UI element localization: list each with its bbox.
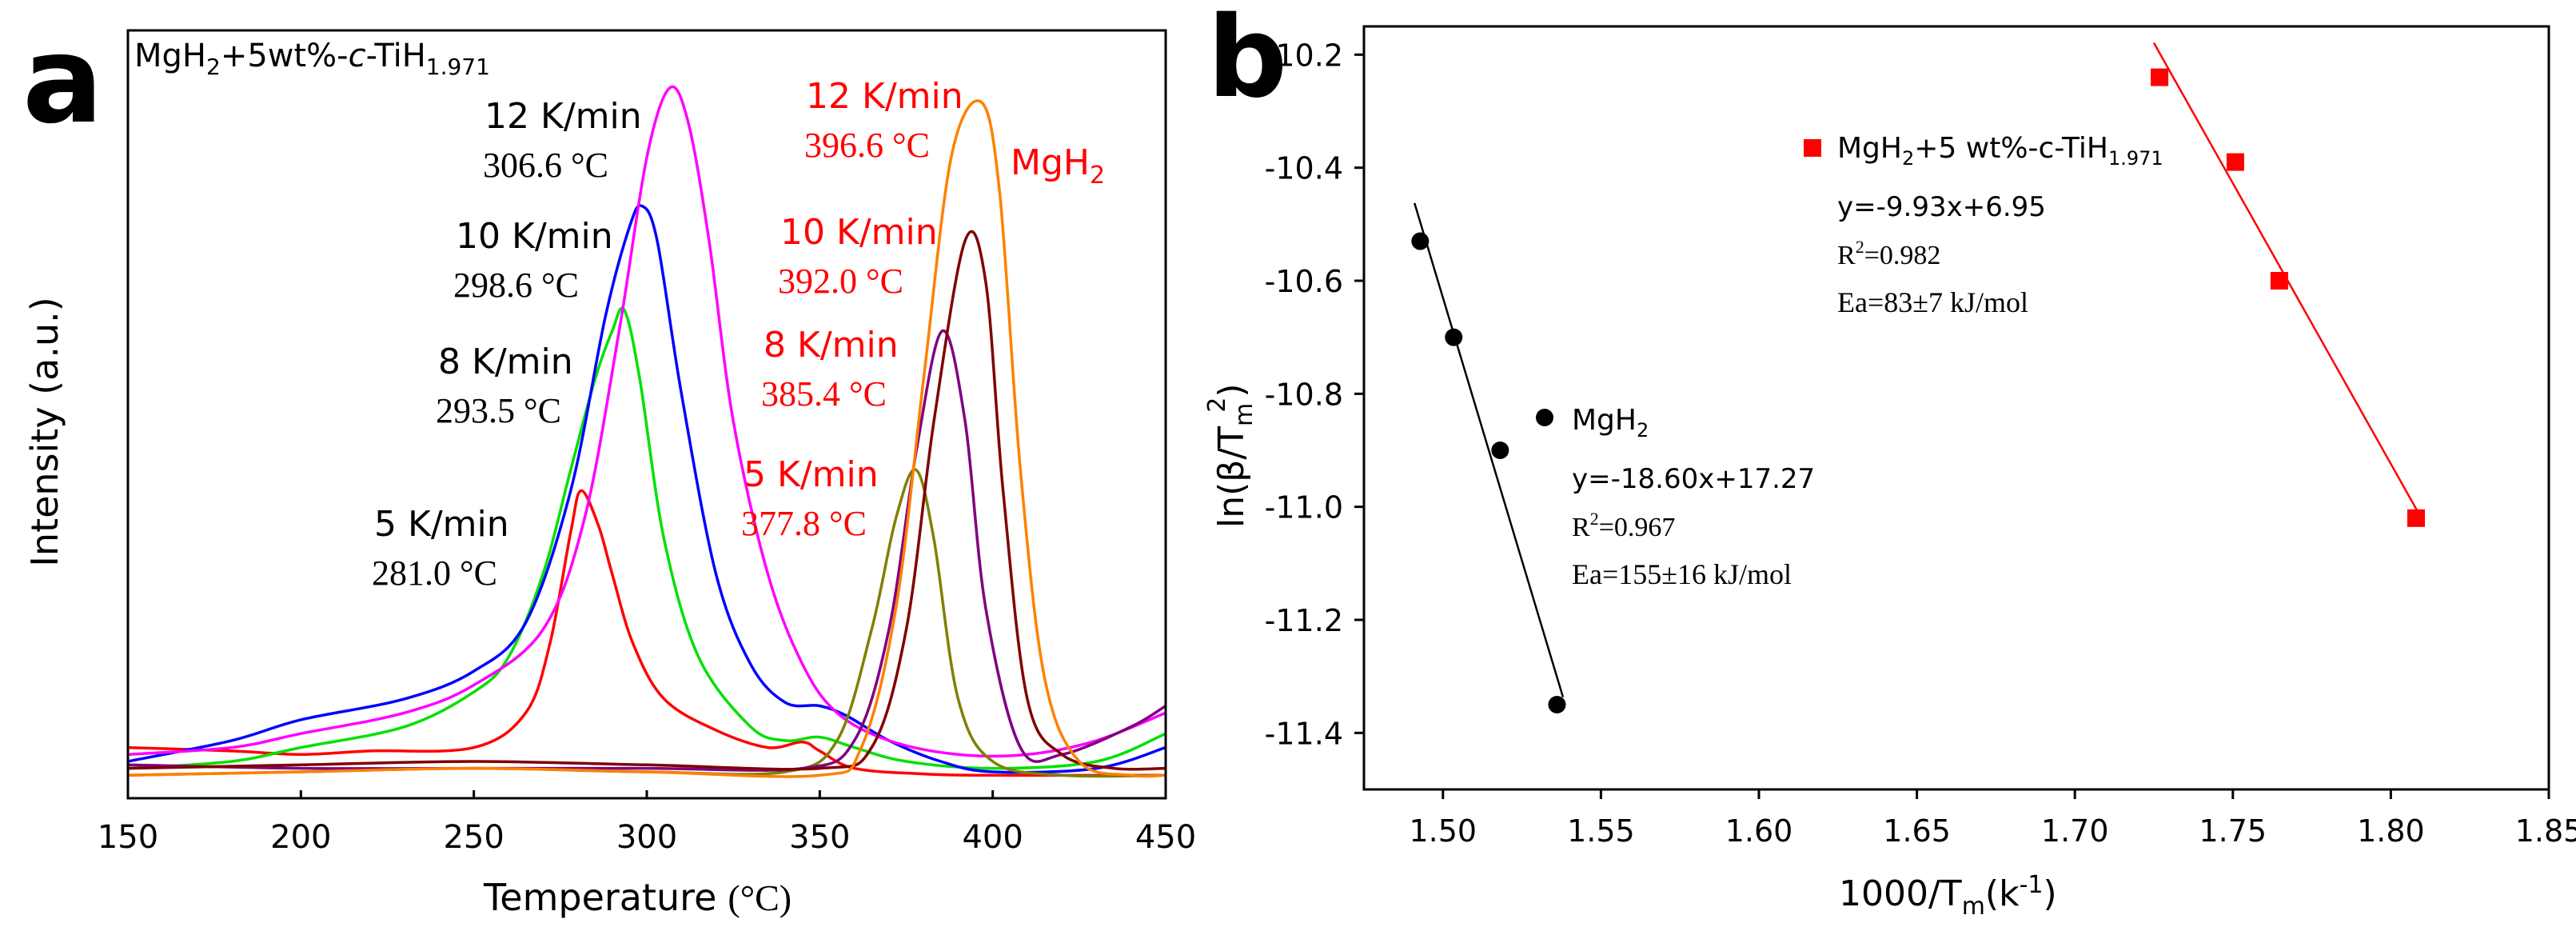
b-y-tick-label--10.4: -10.4 — [1265, 151, 1343, 186]
panel-a-letter: a — [22, 11, 103, 150]
panel-b-y-label: ln(β/Tm2) — [1203, 383, 1258, 528]
annotation-rate-10-mgh2: 10 K/min — [780, 212, 938, 253]
curve-0 — [127, 489, 1166, 777]
panel-a: a 150 200 250 300 350 400 450 MgH2+5wt%-c-TiH1… — [22, 11, 1196, 919]
legend-marker-mgh2 — [1536, 409, 1553, 426]
b-x-tick-label-1.55: 1.55 — [1567, 813, 1635, 849]
annotation-rate-8-composite: 8 K/min — [438, 342, 573, 382]
panel-b-letter: b — [1207, 0, 1287, 123]
legend-label-composite: MgH2+5 wt%-c-TiH1.971 — [1837, 132, 2163, 170]
b-y-tick-label--10.6: -10.6 — [1265, 264, 1343, 299]
annotation-temp-8-mgh2: 385.4 °C — [761, 374, 887, 414]
annotation-temp-10-mgh2: 392.0 °C — [778, 262, 903, 301]
b-x-tick-label-1.7: 1.70 — [2041, 813, 2109, 849]
b-x-tick-label-1.8: 1.80 — [2357, 813, 2425, 849]
annotation-temp-10-composite: 298.6 °C — [453, 266, 579, 305]
x-tick-label-250: 250 — [443, 819, 504, 856]
fit-r2-mgh2: R2=0.967 — [1572, 509, 1675, 542]
x-tick-label-400: 400 — [962, 819, 1023, 856]
curve-4 — [127, 468, 1166, 778]
point-1-0 — [2151, 68, 2169, 86]
panel-b-x-label: 1000/Tm(k-1) — [1839, 871, 2057, 921]
x-tick-label-200: 200 — [270, 819, 331, 856]
x-tick-label-350: 350 — [789, 819, 850, 856]
annotation-rate-8-mgh2: 8 K/min — [764, 325, 899, 366]
x-tick-label-150: 150 — [98, 819, 158, 856]
panel-a-x-label: Temperature (°C) — [483, 876, 792, 919]
panel-b: b 1.50 1.55 1.60 1.65 1.70 1.75 1.80 1.85 -11.4 -… — [1203, 0, 2576, 921]
panel-b-ticks: 1.50 1.55 1.60 1.65 1.70 1.75 1.80 1.85 -11.4 -11… — [1265, 38, 2576, 849]
b-x-tick-label-1.85: 1.85 — [2515, 813, 2576, 849]
legend-label-mgh2: MgH2 — [1572, 404, 1649, 442]
panel-a-y-label: Intensity (a.u.) — [23, 297, 66, 566]
activation-energy-composite: Ea=83±7 kJ/mol — [1837, 286, 2028, 318]
fit-equation-composite: y=-9.93x+6.95 — [1837, 191, 2046, 223]
point-0-1 — [1445, 328, 1463, 346]
fit-equation-mgh2: y=-18.60x+17.27 — [1572, 463, 1815, 495]
point-0-0 — [1411, 232, 1430, 250]
curve-1 — [127, 306, 1166, 770]
fit-line-1 — [2152, 42, 2424, 521]
b-x-tick-label-1.6: 1.60 — [1725, 813, 1793, 849]
point-0-2 — [1491, 442, 1509, 459]
fit-r2-composite: R2=0.982 — [1837, 237, 1940, 270]
annotation-temp-12-composite: 306.6 °C — [483, 146, 608, 185]
annotation-rate-12-mgh2: 12 K/min — [806, 76, 963, 117]
curve-2 — [127, 204, 1166, 774]
curve-6 — [127, 230, 1166, 771]
b-x-tick-label-1.65: 1.65 — [1883, 813, 1951, 849]
panel-b-axes-frame — [1362, 25, 2550, 791]
annotation-temp-5-composite: 281.0 °C — [372, 553, 497, 593]
annotation-temp-8-composite: 293.5 °C — [436, 391, 561, 430]
fit-line-0 — [1414, 202, 1565, 698]
panel-b-points — [1411, 68, 2426, 713]
b-y-tick-label--11.2: -11.2 — [1265, 603, 1343, 638]
b-x-tick-label-1.5: 1.50 — [1409, 813, 1477, 849]
b-y-tick-label--11: -11.0 — [1265, 490, 1343, 525]
annotation-rate-5-mgh2: 5 K/min — [744, 454, 879, 495]
panel-b-fit-lines — [1414, 42, 2424, 698]
activation-energy-mgh2: Ea=155±16 kJ/mol — [1572, 558, 1792, 590]
legend-marker-composite — [1804, 139, 1821, 157]
x-tick-label-300: 300 — [616, 819, 677, 856]
b-y-tick-label--11.4: -11.4 — [1265, 716, 1343, 751]
annotation-rate-12-composite: 12 K/min — [484, 96, 642, 137]
panel-a-curves — [127, 85, 1166, 778]
b-x-tick-label-1.75: 1.75 — [2199, 813, 2267, 849]
point-1-3 — [2407, 509, 2426, 527]
point-0-3 — [1548, 696, 1566, 713]
annotation-rate-5-composite: 5 K/min — [374, 504, 509, 545]
b-y-tick-label--10.8: -10.8 — [1265, 377, 1343, 412]
annotation-rate-10-composite: 10 K/min — [456, 216, 613, 257]
point-1-2 — [2270, 272, 2288, 290]
annotation-temp-5-mgh2: 377.8 °C — [741, 504, 867, 543]
x-tick-label-450: 450 — [1135, 819, 1196, 856]
curve-7 — [127, 99, 1166, 778]
point-1-1 — [2226, 153, 2244, 171]
curve-3 — [127, 85, 1166, 758]
b-y-tick-label--10.2: -10.2 — [1265, 38, 1343, 73]
panel-a-title: MgH2+5wt%-c-TiH1.971 — [134, 38, 490, 80]
mgh2-label: MgH2 — [1011, 142, 1105, 190]
annotation-temp-12-mgh2: 396.6 °C — [804, 126, 930, 165]
panel-a-x-ticks: 150 200 250 300 350 400 450 — [98, 790, 1196, 856]
